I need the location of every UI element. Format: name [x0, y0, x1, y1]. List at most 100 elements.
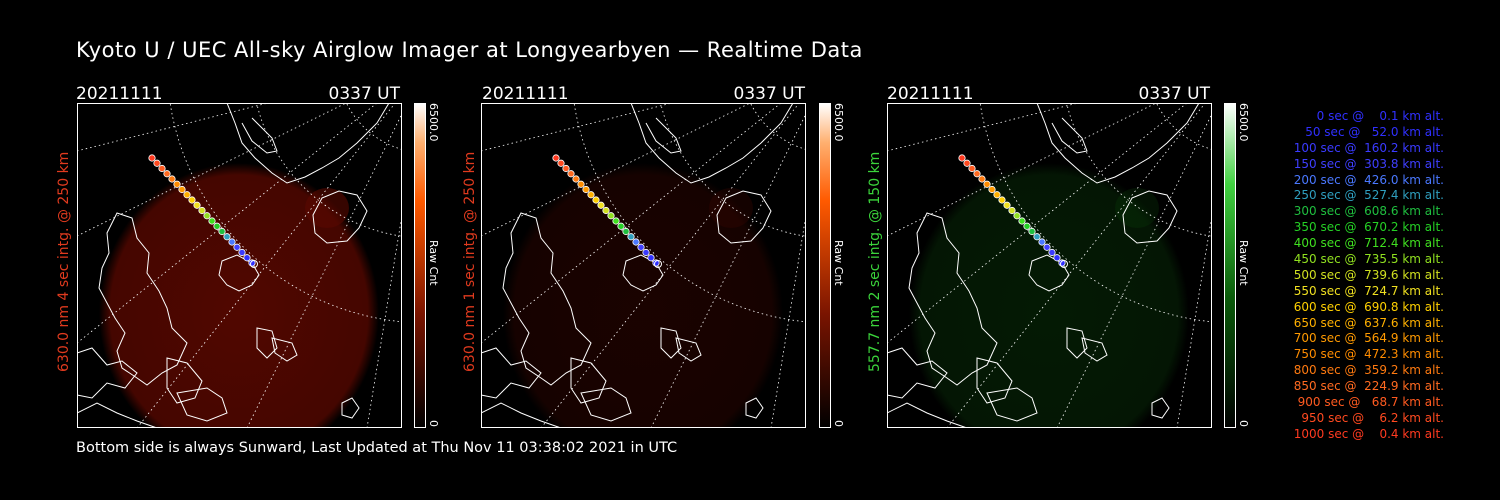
trajectory-point — [587, 191, 595, 199]
panel-1-colorbar-unit: Raw Cnt — [427, 240, 440, 286]
coastline — [745, 397, 764, 419]
legend-row: 400 sec @ 712.4 km alt. — [1289, 236, 1444, 251]
airglow-patch — [1115, 188, 1159, 228]
legend-row: 900 sec @ 68.7 km alt. — [1293, 395, 1444, 410]
station-marker — [654, 260, 662, 268]
coastline — [580, 387, 632, 422]
panel-2-colorbar-max: 6500.0 — [832, 103, 845, 142]
panel-2-colorbar — [819, 103, 831, 428]
trajectory-point — [572, 175, 580, 183]
coastline — [1151, 397, 1170, 419]
trajectory-point — [968, 164, 976, 173]
coastline — [176, 387, 228, 422]
legend-row: 150 sec @ 303.8 km alt. — [1289, 156, 1444, 171]
coastline — [1036, 103, 1200, 184]
panel-3-colorbar-unit: Raw Cnt — [1237, 240, 1250, 286]
trajectory-point — [238, 248, 246, 257]
trajectory-point — [973, 170, 981, 178]
trajectory-point — [983, 180, 991, 188]
legend-row: 350 sec @ 670.2 km alt. — [1289, 220, 1444, 235]
trajectory-point — [552, 154, 560, 162]
trajectory-point — [1038, 238, 1046, 246]
meridian-line — [887, 103, 1080, 152]
meridian-line — [246, 112, 402, 428]
trajectory-point — [1043, 243, 1051, 251]
legend-row: 850 sec @ 224.9 km alt. — [1289, 379, 1444, 394]
panel-3-date: 20211111 — [887, 84, 974, 104]
trajectory-point — [233, 243, 241, 251]
coastline — [481, 347, 542, 399]
trajectory-point — [1028, 227, 1036, 236]
trajectory-point — [1008, 206, 1016, 215]
panel-2-side-label: 630.0 nm 1 sec intg. @ 250 km — [462, 151, 478, 372]
trajectory-point — [642, 248, 650, 257]
trajectory-point — [627, 233, 635, 241]
panel-3-allsky-image — [887, 103, 1212, 428]
legend-row: 550 sec @ 724.7 km alt. — [1289, 283, 1444, 298]
trajectory-point — [592, 196, 600, 204]
airglow-field — [503, 163, 783, 428]
trajectory-point — [612, 217, 620, 225]
trajectory-point — [637, 243, 645, 251]
trajectory-point — [582, 185, 590, 194]
trajectory-point — [178, 185, 186, 194]
coastline — [241, 117, 278, 154]
trajectory-point — [208, 217, 216, 225]
coastline — [312, 190, 368, 244]
image-frame — [77, 103, 402, 428]
legend-row: 200 sec @ 426.0 km alt. — [1289, 172, 1444, 187]
trajectory-point — [183, 191, 191, 199]
legend-row: 100 sec @ 160.2 km alt. — [1289, 140, 1444, 155]
legend-row: 800 sec @ 359.2 km alt. — [1289, 363, 1444, 378]
meridian-line — [481, 103, 674, 152]
trajectory-point — [193, 201, 201, 209]
panel-1-side-label: 630.0 nm 4 sec intg. @ 250 km — [56, 151, 72, 372]
coastline — [716, 190, 772, 244]
coastline — [1066, 327, 1088, 359]
trajectory-point — [607, 212, 615, 220]
coastline — [77, 402, 158, 428]
coastline — [570, 357, 607, 404]
trajectory-point — [617, 222, 625, 230]
trajectory-point — [958, 154, 966, 162]
trajectory-point — [562, 164, 570, 173]
trajectory-point — [213, 222, 221, 230]
trajectory-point — [963, 159, 971, 167]
legend-row: 450 sec @ 735.5 km alt. — [1289, 252, 1444, 267]
coastline — [1051, 117, 1088, 154]
coastline — [887, 402, 968, 428]
panel-1-date: 20211111 — [76, 84, 163, 104]
coastline — [1028, 254, 1070, 292]
coastline — [98, 212, 188, 386]
trajectory-point — [228, 238, 236, 246]
legend-row: 750 sec @ 472.3 km alt. — [1289, 347, 1444, 362]
panel-3-time: 0337 UT — [1138, 84, 1211, 104]
meridian-line — [1176, 212, 1212, 428]
panel-3-colorbar-max: 6500.0 — [1237, 103, 1250, 142]
legend-row: 300 sec @ 608.6 km alt. — [1289, 204, 1444, 219]
meridian-line — [77, 103, 378, 344]
panel-1-time: 0337 UT — [328, 84, 401, 104]
trajectory-legend: 0 sec @ 0.1 km alt. 50 sec @ 52.0 km alt… — [1262, 109, 1444, 443]
coastline — [226, 103, 390, 184]
coastline — [675, 337, 702, 362]
meridian-line — [481, 103, 782, 344]
airglow-field — [909, 163, 1189, 428]
legend-row: 500 sec @ 739.6 km alt. — [1289, 267, 1444, 282]
trajectory-point — [567, 170, 575, 178]
coastline — [630, 103, 794, 184]
trajectory-point — [1013, 212, 1021, 220]
meridian-line — [77, 103, 270, 152]
trajectory-point — [188, 196, 196, 204]
coastline — [256, 327, 278, 359]
trajectory-point — [632, 238, 640, 246]
trajectory-point — [998, 196, 1006, 204]
legend-row: 650 sec @ 637.6 km alt. — [1289, 315, 1444, 330]
trajectory-point — [153, 159, 161, 167]
coastline — [77, 347, 138, 399]
coastline — [502, 212, 592, 386]
legend-row: 700 sec @ 564.9 km alt. — [1289, 331, 1444, 346]
panel-2-time: 0337 UT — [733, 84, 806, 104]
legend-row: 950 sec @ 6.2 km alt. — [1297, 410, 1444, 425]
trajectory-point — [622, 227, 630, 236]
